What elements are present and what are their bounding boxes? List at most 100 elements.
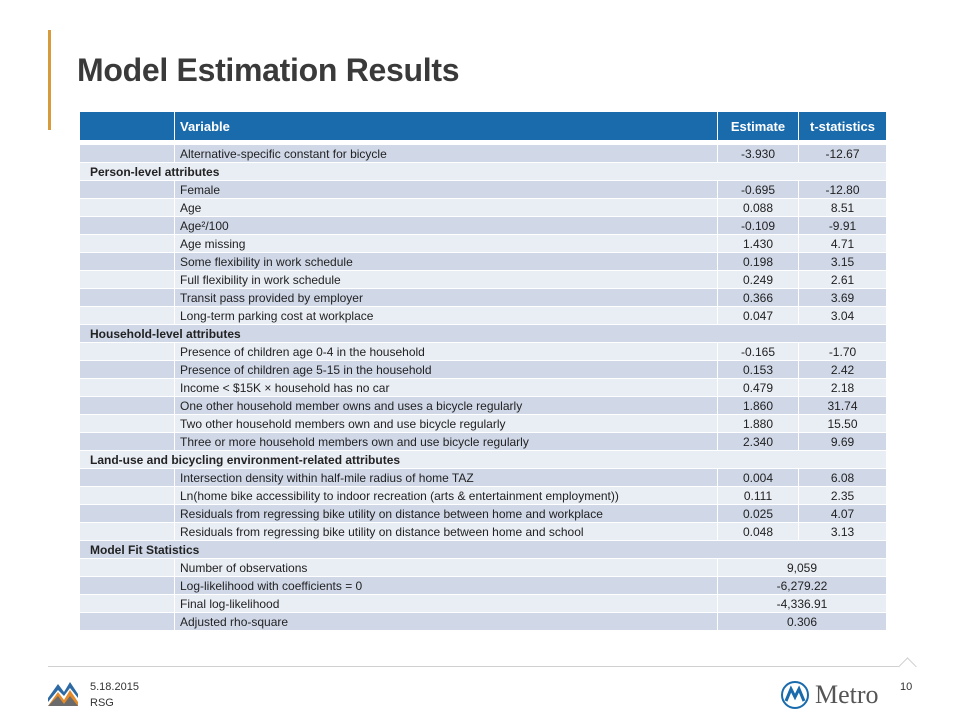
- row-blank-cell: [80, 235, 175, 253]
- t-statistic-cell: 31.74: [799, 397, 886, 415]
- metro-logo-icon: [781, 681, 809, 709]
- table-row: Presence of children age 0-4 in the hous…: [80, 343, 886, 361]
- row-blank-cell: [80, 199, 175, 217]
- header-t-statistics: t-statistics: [799, 112, 886, 140]
- estimate-cell: 1.430: [718, 235, 799, 253]
- estimate-cell: 0.366: [718, 289, 799, 307]
- estimate-cell: 1.860: [718, 397, 799, 415]
- table-row: Three or more household members own and …: [80, 433, 886, 451]
- title-accent-bar: [48, 30, 51, 130]
- variable-cell: Log-likelihood with coefficients = 0: [175, 577, 718, 595]
- estimate-cell: 1.880: [718, 415, 799, 433]
- t-statistic-cell: 2.61: [799, 271, 886, 289]
- rsg-logo-icon: [46, 676, 80, 710]
- row-blank-cell: [80, 217, 175, 235]
- variable-cell: Residuals from regressing bike utility o…: [175, 523, 718, 541]
- t-statistic-cell: 3.15: [799, 253, 886, 271]
- estimate-cell: -0.695: [718, 181, 799, 199]
- variable-cell: Adjusted rho-square: [175, 613, 718, 631]
- slide-title: Model Estimation Results: [77, 52, 460, 88]
- row-blank-cell: [80, 289, 175, 307]
- fit-statistic-row: Adjusted rho-square 0.306: [80, 613, 886, 631]
- row-blank-cell: [80, 469, 175, 487]
- footer-org: RSG: [90, 697, 114, 709]
- estimate-cell: 0.249: [718, 271, 799, 289]
- table-body: Alternative-specific constant for bicycl…: [80, 140, 886, 631]
- t-statistic-cell: 8.51: [799, 199, 886, 217]
- table-row: One other household member owns and uses…: [80, 397, 886, 415]
- row-blank-cell: [80, 415, 175, 433]
- fit-statistic-row: Log-likelihood with coefficients = 0 -6,2…: [80, 577, 886, 595]
- variable-cell: Final log-likelihood: [175, 595, 718, 613]
- row-blank-cell: [80, 343, 175, 361]
- row-blank-cell: [80, 577, 175, 595]
- row-blank-cell: [80, 433, 175, 451]
- variable-cell: Full flexibility in work schedule: [175, 271, 718, 289]
- table-header-row: Variable Estimate t-statistics: [80, 112, 886, 140]
- variable-cell: Number of observations: [175, 559, 718, 577]
- t-statistic-cell: -1.70: [799, 343, 886, 361]
- table-row: Long-term parking cost at workplace 0.047…: [80, 307, 886, 325]
- row-blank-cell: [80, 397, 175, 415]
- estimate-cell: 0.479: [718, 379, 799, 397]
- t-statistic-cell: 3.04: [799, 307, 886, 325]
- variable-cell: Presence of children age 5-15 in the hou…: [175, 361, 718, 379]
- row-blank-cell: [80, 361, 175, 379]
- row-blank-cell: [80, 307, 175, 325]
- header-estimate: Estimate: [718, 112, 799, 140]
- row-blank-cell: [80, 145, 175, 163]
- table-row: Female -0.695 -12.80: [80, 181, 886, 199]
- row-blank-cell: [80, 613, 175, 631]
- variable-cell: Age²/100: [175, 217, 718, 235]
- variable-cell: Some flexibility in work schedule: [175, 253, 718, 271]
- t-statistic-cell: 9.69: [799, 433, 886, 451]
- t-statistic-cell: -9.91: [799, 217, 886, 235]
- row-blank-cell: [80, 271, 175, 289]
- row-blank-cell: [80, 505, 175, 523]
- estimate-cell: 0.153: [718, 361, 799, 379]
- table-row: Transit pass provided by employer 0.366 3.…: [80, 289, 886, 307]
- section-label: Model Fit Statistics: [80, 541, 886, 559]
- fit-value-cell: 0.306: [718, 613, 886, 631]
- footer-notch: [898, 657, 917, 676]
- table-row: Age 0.088 8.51: [80, 199, 886, 217]
- header-blank: [80, 112, 175, 140]
- t-statistic-cell: 2.35: [799, 487, 886, 505]
- row-blank-cell: [80, 559, 175, 577]
- estimate-cell: 0.198: [718, 253, 799, 271]
- row-blank-cell: [80, 181, 175, 199]
- t-statistic-cell: 2.42: [799, 361, 886, 379]
- t-statistic-cell: -12.67: [799, 145, 886, 163]
- fit-statistic-row: Number of observations 9,059: [80, 559, 886, 577]
- variable-cell: Three or more household members own and …: [175, 433, 718, 451]
- metro-logo-text: Metro: [815, 680, 879, 709]
- section-row: Land-use and bicycling environment-relat…: [80, 451, 886, 469]
- fit-value-cell: -4,336.91: [718, 595, 886, 613]
- estimate-cell: 0.048: [718, 523, 799, 541]
- footer-date: 5.18.2015: [90, 681, 139, 693]
- estimate-cell: 0.025: [718, 505, 799, 523]
- fit-value-cell: -6,279.22: [718, 577, 886, 595]
- header-variable: Variable: [175, 112, 718, 140]
- variable-cell: Income < $15K × household has no car: [175, 379, 718, 397]
- section-label: Land-use and bicycling environment-relat…: [80, 451, 886, 469]
- section-row: Model Fit Statistics: [80, 541, 886, 559]
- estimate-cell: -0.109: [718, 217, 799, 235]
- variable-cell: Long-term parking cost at workplace: [175, 307, 718, 325]
- table-row: Intersection density within half-mile ra…: [80, 469, 886, 487]
- table-row: Full flexibility in work schedule 0.249 2.…: [80, 271, 886, 289]
- section-label: Person-level attributes: [80, 163, 886, 181]
- results-table: Variable Estimate t-statistics Alternati…: [80, 112, 886, 631]
- t-statistic-cell: 4.71: [799, 235, 886, 253]
- section-row: Household-level attributes: [80, 325, 886, 343]
- estimate-cell: 0.047: [718, 307, 799, 325]
- header-spacer: [80, 140, 886, 145]
- table-row: Two other household members own and use …: [80, 415, 886, 433]
- row-blank-cell: [80, 523, 175, 541]
- row-blank-cell: [80, 253, 175, 271]
- variable-cell: Female: [175, 181, 718, 199]
- variable-cell: Alternative-specific constant for bicycl…: [175, 145, 718, 163]
- variable-cell: Residuals from regressing bike utility o…: [175, 505, 718, 523]
- estimate-cell: 2.340: [718, 433, 799, 451]
- estimate-cell: 0.004: [718, 469, 799, 487]
